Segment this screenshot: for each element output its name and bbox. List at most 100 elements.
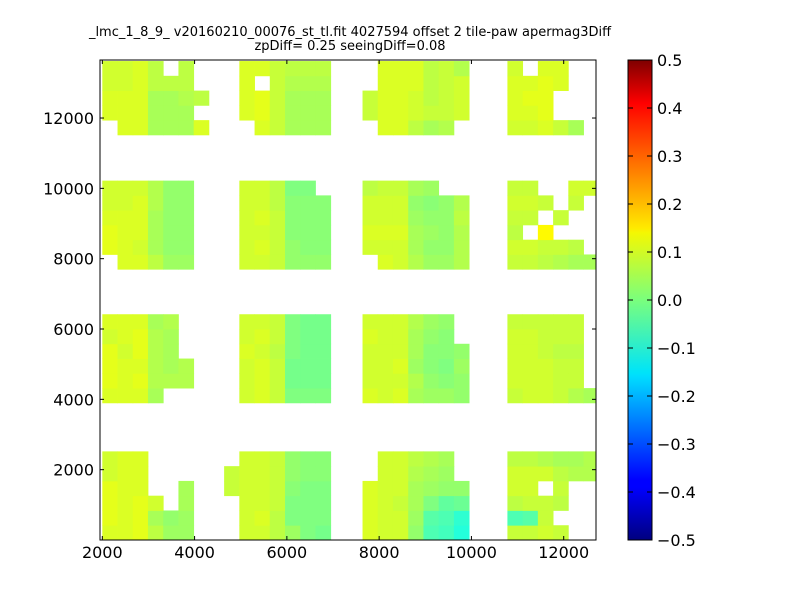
heatmap-cell: [254, 120, 271, 136]
heatmap-cell: [132, 90, 149, 106]
colorbar-tick-label: 0.0: [657, 291, 682, 310]
heatmap-cell: [163, 105, 179, 121]
heatmap-cell: [522, 195, 539, 211]
heatmap-cell: [178, 525, 195, 540]
heatmap-cell: [453, 358, 470, 374]
heatmap-cell: [537, 388, 554, 404]
heatmap-cell: [102, 90, 118, 106]
heatmap-cell: [300, 373, 316, 389]
heatmap-cell: [117, 329, 134, 345]
heatmap-cell: [285, 373, 301, 389]
heatmap-cell: [239, 254, 255, 270]
heatmap-cell: [132, 75, 149, 91]
heatmap-cell: [423, 210, 440, 226]
heatmap-cell: [315, 525, 332, 540]
heatmap-cell: [362, 210, 379, 226]
y-tick-label: 2000: [53, 461, 94, 480]
heatmap-cell: [438, 120, 455, 136]
heatmap-cell: [269, 388, 286, 404]
y-axis: 2000 4000 6000 8000 10000 12000: [43, 109, 596, 480]
heatmap-cell: [254, 373, 271, 389]
heatmap-cell: [269, 451, 286, 467]
heatmap-cell: [438, 61, 455, 77]
heatmap-cell: [315, 388, 332, 404]
heatmap-cell: [254, 210, 271, 226]
heatmap-cell: [163, 120, 179, 136]
heatmap-cell: [178, 495, 195, 511]
heatmap-cell: [507, 239, 524, 255]
heatmap-cell: [285, 314, 301, 330]
heatmap-cell: [553, 239, 569, 255]
heatmap-cell: [178, 180, 195, 196]
heatmap-cell: [537, 451, 554, 467]
heatmap-cell: [568, 239, 584, 255]
heatmap-cell: [147, 254, 164, 270]
heatmap-cell: [392, 195, 409, 211]
heatmap-cell: [300, 358, 316, 374]
heatmap-cell: [392, 210, 409, 226]
heatmap-cell: [423, 451, 440, 467]
heatmap-cell: [453, 61, 470, 77]
heatmap-cell: [438, 239, 455, 255]
heatmap-cell: [315, 224, 332, 241]
heatmap-cell: [300, 525, 316, 540]
heatmap-cell: [438, 495, 455, 511]
heatmap-cell: [537, 373, 554, 389]
heatmap-cell: [522, 180, 539, 196]
heatmap-cell: [147, 180, 164, 196]
heatmap-cell: [147, 224, 164, 241]
heatmap-cell: [522, 239, 539, 255]
heatmap-cell: [362, 480, 379, 497]
heatmap-cell: [522, 314, 539, 330]
heatmap-cell: [285, 329, 301, 345]
heatmap-cell: [507, 61, 524, 77]
heatmap-cell: [102, 61, 118, 77]
heatmap-cell: [102, 210, 118, 226]
heatmap-cell: [583, 466, 596, 482]
heatmap-cell: [408, 525, 424, 540]
heatmap-cell: [583, 254, 596, 270]
heatmap-cell: [423, 75, 440, 91]
heatmap-cell: [239, 105, 255, 121]
heatmap-cell: [408, 314, 424, 330]
heatmap-cell: [362, 90, 379, 106]
heatmap-cell: [239, 75, 255, 91]
heatmap-cell: [147, 210, 164, 226]
heatmap-cell: [254, 358, 271, 374]
y-tick-label: 10000: [43, 179, 94, 198]
heatmap-cell: [553, 373, 569, 389]
heatmap-cell: [132, 120, 149, 136]
heatmap-cell: [254, 343, 271, 359]
heatmap-cell: [285, 195, 301, 211]
heatmap-cell: [315, 61, 332, 77]
heatmap-cell: [178, 239, 195, 255]
heatmap-cell: [392, 451, 409, 467]
heatmap-cell: [392, 90, 409, 106]
heatmap-cell: [408, 210, 424, 226]
heatmap-cell: [438, 451, 455, 467]
heatmap-cell: [285, 90, 301, 106]
heatmap-cell: [132, 224, 149, 241]
heatmap-cell: [392, 343, 409, 359]
heatmap-cell: [300, 90, 316, 106]
heatmap-cell: [392, 525, 409, 540]
heatmap-cell: [269, 210, 286, 226]
heatmap-cell: [132, 358, 149, 374]
heatmap-cell: [315, 75, 332, 91]
heatmap-cell: [300, 254, 316, 270]
heatmap-cell: [147, 314, 164, 330]
heatmap-cell: [285, 105, 301, 121]
heatmap-cell: [285, 254, 301, 270]
heatmap-cell: [147, 61, 164, 77]
heatmap-cell: [553, 358, 569, 374]
heatmap-cell: [522, 210, 539, 226]
heatmap-cell: [568, 388, 584, 404]
heatmap-cell: [117, 525, 134, 540]
heatmap-cell: [239, 195, 255, 211]
heatmap-cell: [102, 525, 118, 540]
heatmap-cell: [178, 105, 195, 121]
heatmap-cell: [102, 480, 118, 497]
heatmap-cell: [568, 254, 584, 270]
heatmap-cell: [269, 480, 286, 497]
